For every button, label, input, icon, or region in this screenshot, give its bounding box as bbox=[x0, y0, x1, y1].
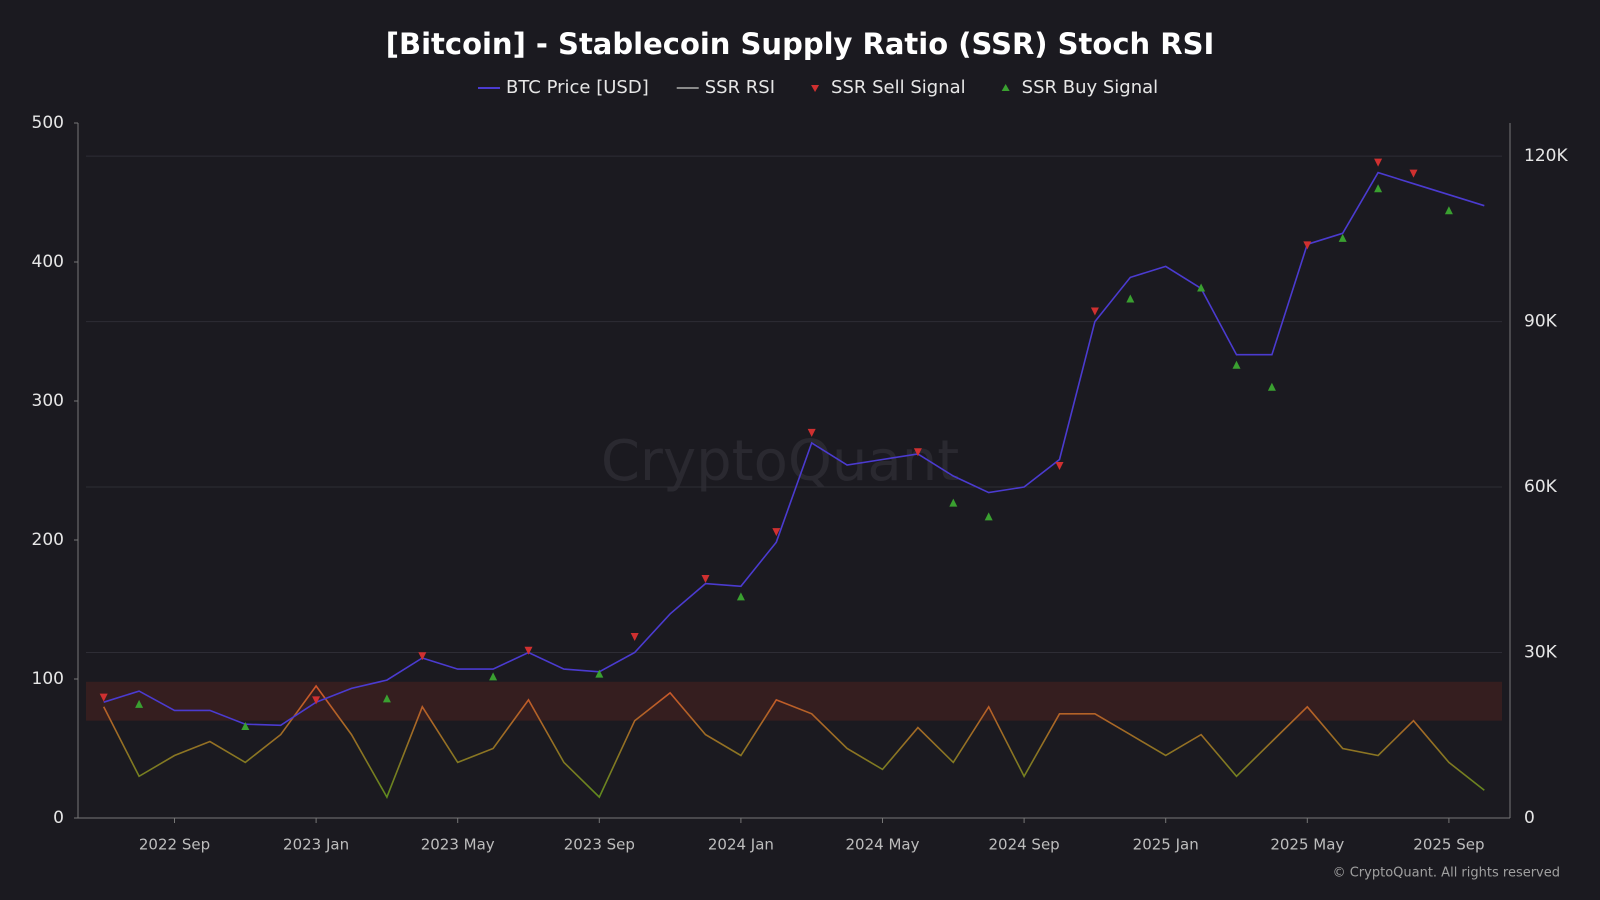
legend-label: SSR RSI bbox=[705, 77, 775, 98]
buy-signal bbox=[1267, 382, 1276, 391]
buy-signal bbox=[1338, 233, 1347, 242]
x-tick-label: 2022 Sep bbox=[139, 836, 210, 854]
sell-signal bbox=[630, 632, 639, 641]
sell-signal bbox=[1409, 169, 1418, 178]
legend-swatch bbox=[811, 85, 820, 92]
x-tick-label: 2023 Sep bbox=[564, 836, 635, 854]
y-tick-label: 100 bbox=[32, 669, 64, 689]
buy-signal bbox=[984, 512, 993, 521]
sell-signal bbox=[772, 528, 781, 537]
sell-signal bbox=[701, 575, 710, 584]
chart-title: [Bitcoin] - Stablecoin Supply Ratio (SSR… bbox=[386, 27, 1215, 61]
buy-signal bbox=[489, 672, 498, 681]
x-tick-label: 2024 Jan bbox=[708, 836, 774, 854]
buy-signal bbox=[949, 498, 958, 507]
x-tick-label: 2024 May bbox=[846, 836, 920, 854]
y2-tick-label: 90K bbox=[1524, 312, 1558, 332]
buy-signal bbox=[736, 592, 745, 601]
buy-signal bbox=[241, 721, 250, 730]
x-tick-label: 2023 May bbox=[421, 836, 495, 854]
y-tick-label: 300 bbox=[32, 391, 64, 411]
sell-signal bbox=[1090, 307, 1099, 316]
y2-tick-label: 60K bbox=[1524, 477, 1558, 497]
series-line bbox=[103, 171, 1485, 727]
sell-signal bbox=[1303, 241, 1312, 250]
legend-label: BTC Price [USD] bbox=[506, 77, 649, 98]
sell-signal bbox=[524, 646, 533, 655]
y2-tick-label: 120K bbox=[1524, 146, 1568, 166]
watermark: CryptoQuant bbox=[601, 429, 959, 494]
y-tick-label: 200 bbox=[32, 530, 64, 550]
y2-tick-label: 0 bbox=[1524, 808, 1535, 828]
legend-label: SSR Buy Signal bbox=[1022, 77, 1159, 98]
buy-signal bbox=[135, 699, 144, 708]
sell-signal bbox=[807, 428, 816, 437]
sell-signal bbox=[312, 696, 321, 705]
x-tick-label: 2025 Sep bbox=[1413, 836, 1484, 854]
x-tick-label: 2023 Jan bbox=[283, 836, 349, 854]
buy-signal bbox=[1197, 283, 1206, 292]
series-line bbox=[102, 684, 1485, 799]
sell-signal bbox=[1055, 461, 1064, 470]
buy-signal bbox=[1126, 294, 1135, 303]
highlight-band bbox=[86, 681, 1502, 721]
legend-swatch bbox=[1001, 84, 1010, 91]
buy-signal bbox=[1374, 184, 1383, 193]
x-tick-label: 2025 May bbox=[1270, 836, 1344, 854]
sell-signal bbox=[913, 448, 922, 457]
y-tick-label: 500 bbox=[32, 113, 64, 133]
x-tick-label: 2025 Jan bbox=[1133, 836, 1199, 854]
legend-label: SSR Sell Signal bbox=[831, 77, 966, 98]
y2-tick-label: 30K bbox=[1524, 643, 1558, 663]
y-tick-label: 400 bbox=[32, 252, 64, 272]
sell-signal bbox=[1374, 158, 1383, 167]
x-tick-label: 2024 Sep bbox=[988, 836, 1059, 854]
sell-signal bbox=[418, 652, 427, 661]
credit: © CryptoQuant. All rights reserved bbox=[1333, 866, 1560, 881]
sell-signal bbox=[99, 693, 108, 702]
buy-signal bbox=[1444, 206, 1453, 215]
buy-signal bbox=[382, 694, 391, 703]
y-tick-label: 0 bbox=[53, 808, 64, 828]
buy-signal bbox=[595, 669, 604, 678]
buy-signal bbox=[1232, 360, 1241, 369]
